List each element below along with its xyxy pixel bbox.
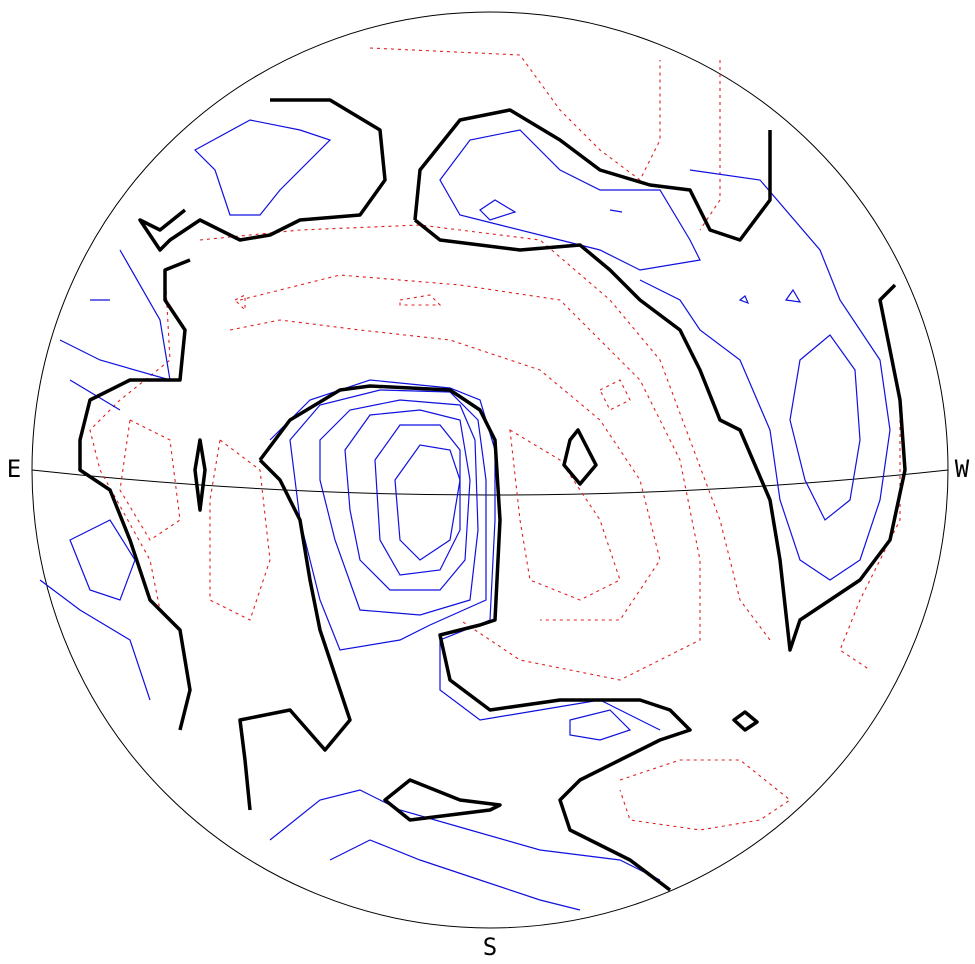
map-frame (31, 11, 949, 929)
east-label: E (7, 455, 21, 483)
south-label: S (483, 933, 497, 961)
contours-thin (39, 119, 891, 911)
contours-thick (78, 98, 907, 892)
west-label: W (955, 455, 970, 483)
